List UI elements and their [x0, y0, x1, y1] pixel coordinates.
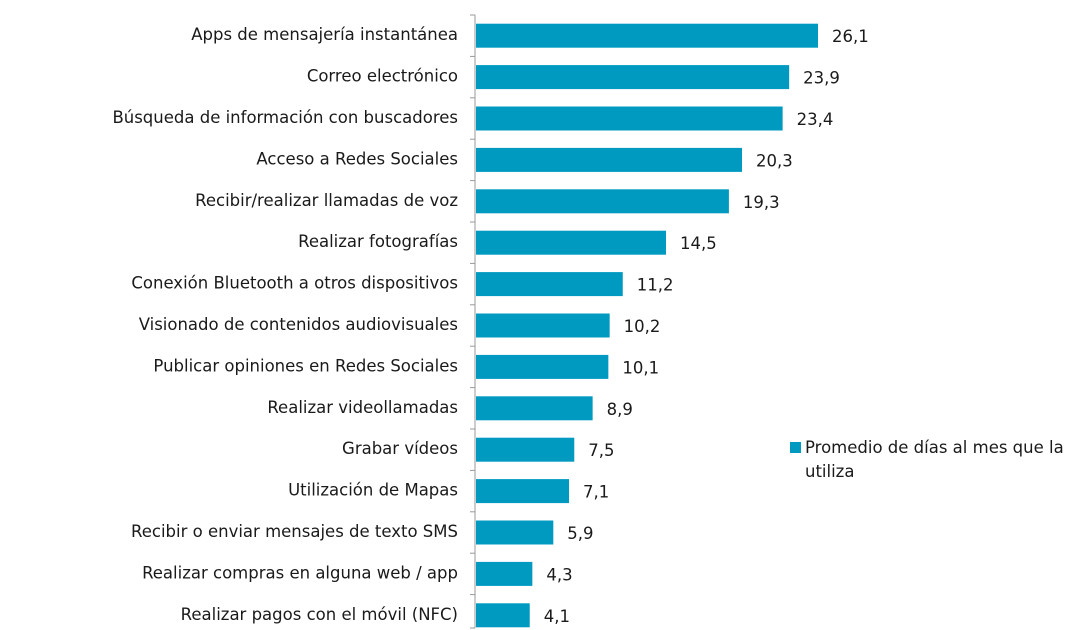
bar [476, 520, 554, 545]
category-label: Publicar opiniones en Redes Sociales [153, 356, 458, 375]
value-label: 14,5 [680, 234, 717, 253]
category-label: Grabar vídeos [342, 439, 458, 458]
bar [476, 354, 609, 379]
value-label: 23,4 [797, 110, 834, 129]
bar [476, 561, 533, 586]
bar [476, 603, 530, 628]
value-label: 4,1 [544, 607, 570, 626]
bar [476, 65, 790, 90]
category-label: Realizar pagos con el móvil (NFC) [181, 605, 458, 624]
bar [476, 230, 666, 255]
category-label: Realizar fotografías [298, 232, 458, 251]
value-label: 7,5 [588, 441, 614, 460]
category-label: Utilización de Mapas [288, 481, 458, 500]
category-label: Recibir o enviar mensajes de texto SMS [131, 522, 458, 541]
bar [476, 106, 783, 131]
bar [476, 479, 570, 504]
bar [476, 147, 742, 172]
category-label: Conexión Bluetooth a otros dispositivos [131, 274, 458, 293]
bar [476, 313, 610, 338]
value-label: 19,3 [743, 193, 780, 212]
category-label: Búsqueda de información con buscadores [112, 108, 458, 127]
bar [476, 437, 575, 462]
value-label: 20,3 [756, 151, 793, 170]
category-label: Realizar compras en alguna web / app [142, 563, 458, 582]
value-label: 26,1 [832, 27, 869, 46]
bar [476, 23, 818, 48]
category-label: Apps de mensajería instantánea [191, 25, 458, 44]
category-label: Visionado de contenidos audiovisuales [139, 315, 458, 334]
category-label: Recibir/realizar llamadas de voz [195, 191, 458, 210]
value-label: 5,9 [567, 524, 593, 543]
category-label: Realizar videollamadas [267, 398, 458, 417]
value-label: 11,2 [637, 276, 674, 295]
category-label: Acceso a Redes Sociales [256, 149, 458, 168]
bar [476, 189, 729, 214]
legend-swatch [790, 442, 801, 453]
value-label: 7,1 [583, 483, 609, 502]
bar [476, 396, 593, 421]
bar [476, 272, 623, 297]
value-label: 10,1 [622, 358, 659, 377]
value-label: 10,2 [624, 317, 661, 336]
value-label: 23,9 [803, 69, 840, 88]
value-label: 4,3 [546, 565, 572, 584]
legend-label: Promedio de días al mes que la utiliza [805, 438, 1064, 481]
value-label: 8,9 [607, 400, 633, 419]
category-label: Correo electrónico [307, 67, 458, 86]
